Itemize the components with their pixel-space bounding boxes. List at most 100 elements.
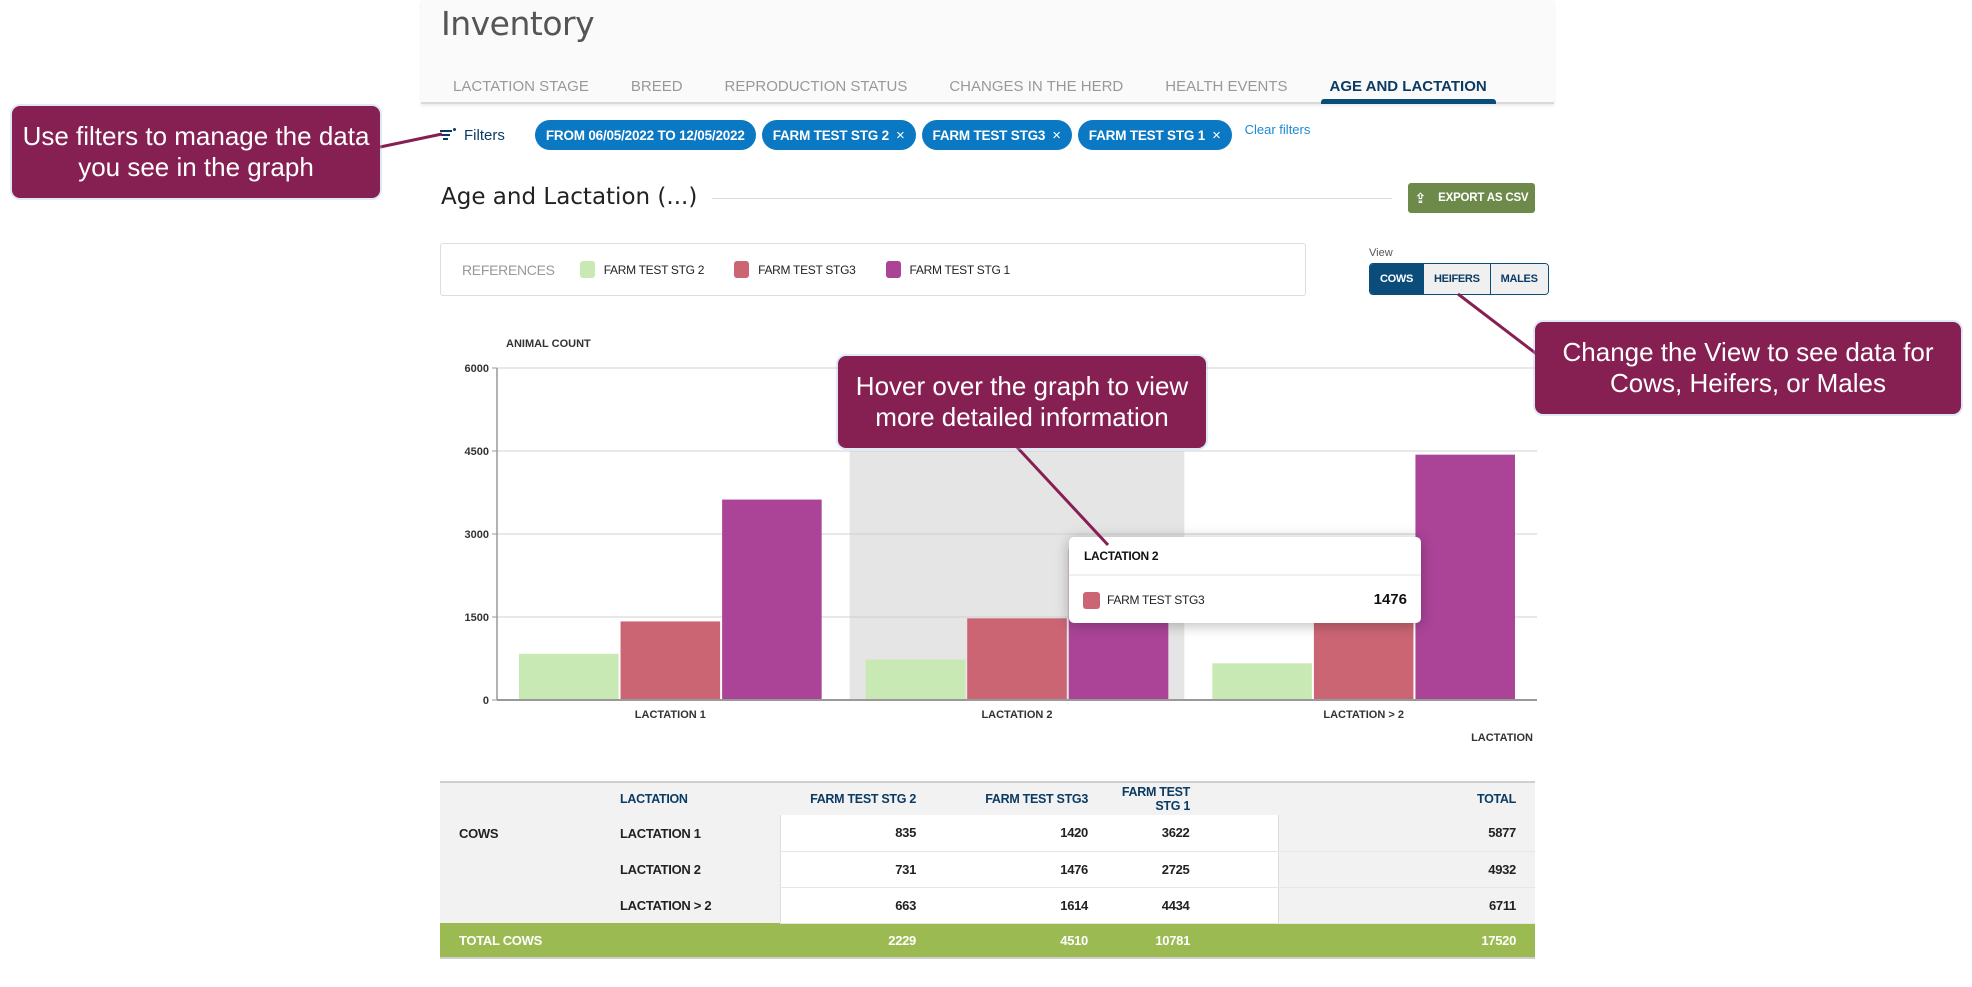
table-cell-lactation: LACTATION > 2	[620, 887, 780, 923]
table-group-label: COWS	[440, 815, 620, 923]
table-cell-total: 4932	[1277, 851, 1535, 888]
filters-button[interactable]: Filters	[440, 127, 505, 144]
legend-item[interactable]: FARM TEST STG3	[734, 261, 856, 278]
y-axis-title: ANIMAL COUNT	[506, 338, 591, 350]
y-tick-label: 4500	[465, 446, 489, 458]
tab-reproduction-status[interactable]: REPRODUCTION STATUS	[724, 78, 908, 95]
table-header	[440, 781, 620, 815]
annotation-view: Change the View to see data for Cows, He…	[1535, 322, 1961, 414]
filter-chip-label: FARM TEST STG3	[932, 127, 1046, 143]
filter-chip-label: FARM TEST STG 1	[1088, 127, 1206, 143]
tab-breed[interactable]: BREED	[630, 78, 683, 95]
table-total-stg2: 2229	[780, 923, 936, 959]
filter-chip-date-range[interactable]: FROM 06/05/2022 TO 12/05/2022	[534, 120, 756, 150]
table-header-lactation: LACTATION	[620, 781, 780, 815]
tooltip-swatch	[1083, 592, 1100, 609]
legend-swatch	[734, 261, 750, 278]
table-cell-total: 5877	[1277, 815, 1535, 852]
view-males-button[interactable]: MALES	[1489, 264, 1548, 294]
table-cell-stg1: 3622	[1108, 815, 1278, 852]
bar[interactable]	[1415, 454, 1515, 700]
legend: REFERENCES FARM TEST STG 2 FARM TEST STG…	[440, 243, 1306, 296]
table-cell-total: 6711	[1277, 887, 1535, 924]
bar[interactable]	[1212, 663, 1312, 700]
page-title: Inventory	[441, 4, 595, 43]
tooltip-title: LACTATION 2	[1084, 549, 1159, 563]
legend-swatch	[885, 261, 901, 278]
table-cell-stg3: 1420	[936, 815, 1108, 852]
table-total-stg1: 10781	[1108, 923, 1278, 959]
table-row: COWS LACTATION 1 835 1420 3622 5877	[440, 815, 1535, 923]
legend-title: REFERENCES	[462, 261, 555, 278]
legend-item[interactable]: FARM TEST STG 1	[885, 261, 1011, 278]
table-total-stg3: 4510	[936, 923, 1108, 959]
tab-bar: LACTATION STAGE BREED REPRODUCTION STATU…	[432, 70, 1508, 104]
filter-icon	[440, 128, 456, 142]
section-divider	[712, 198, 1392, 199]
table-total-total: 17520	[1278, 923, 1535, 959]
filter-chip-label: FROM 06/05/2022 TO 12/05/2022	[545, 127, 745, 143]
x-tick-label: LACTATION > 2	[1323, 709, 1404, 721]
header-panel	[421, 0, 1554, 104]
tab-health-events[interactable]: HEALTH EVENTS	[1165, 78, 1288, 95]
filters-row: Filters FROM 06/05/2022 TO 12/05/2022 FA…	[440, 120, 1310, 150]
bar[interactable]	[519, 653, 619, 700]
table-cell-stg2: 663	[779, 887, 936, 924]
y-tick-label: 6000	[465, 363, 489, 375]
table-header-row: LACTATION FARM TEST STG 2 FARM TEST STG3…	[440, 781, 1535, 815]
tab-changes-in-the-herd[interactable]: CHANGES IN THE HERD	[949, 78, 1124, 95]
table-header-stg2: FARM TEST STG 2	[780, 781, 936, 815]
export-csv-button[interactable]: ⇪ EXPORT AS CSV	[1408, 183, 1535, 213]
close-icon[interactable]: ×	[895, 126, 905, 144]
bar[interactable]	[865, 659, 966, 700]
upload-icon: ⇪	[1414, 189, 1427, 206]
y-tick-label: 3000	[465, 529, 489, 541]
bar[interactable]	[722, 499, 822, 700]
x-tick-label: LACTATION 2	[981, 709, 1052, 721]
table-row: LACTATION 2 731 1476 2725 4932	[440, 851, 1535, 888]
y-tick-label: 0	[483, 695, 489, 707]
bar[interactable]	[1313, 610, 1414, 700]
table-header-stg1: FARM TEST STG 1	[1108, 781, 1278, 815]
annotation-hover: Hover over the graph to view more detail…	[838, 356, 1206, 448]
legend-label: FARM TEST STG 1	[909, 262, 1011, 277]
table-header-total: TOTAL	[1278, 781, 1535, 815]
filter-chip-farm-stg1[interactable]: FARM TEST STG 1 ×	[1077, 120, 1232, 150]
filters-label: Filters	[464, 126, 505, 144]
tooltip-divider	[1069, 574, 1421, 576]
view-cows-button[interactable]: COWS	[1370, 264, 1424, 294]
clear-filters-link[interactable]: Clear filters	[1244, 121, 1311, 137]
x-tick-label: LACTATION 1	[635, 709, 706, 721]
view-label: View	[1369, 247, 1393, 259]
filter-chip-farm-stg2[interactable]: FARM TEST STG 2 ×	[761, 120, 916, 150]
chart-tooltip: LACTATION 2 FARM TEST STG3 1476	[1069, 537, 1421, 623]
x-axis-title: LACTATION	[1471, 732, 1533, 744]
section-title: Age and Lactation (...)	[441, 184, 698, 210]
table-cell-stg1: 4434	[1108, 887, 1278, 924]
legend-label: FARM TEST STG3	[758, 262, 856, 277]
table-total-label: TOTAL COWS	[440, 923, 780, 959]
filter-chip-farm-stg3[interactable]: FARM TEST STG3 ×	[921, 120, 1072, 150]
legend-label: FARM TEST STG 2	[603, 262, 705, 277]
table-total-row: TOTAL COWS 2229 4510 10781 17520	[440, 923, 1535, 959]
bar[interactable]	[967, 618, 1067, 700]
export-csv-label: EXPORT AS CSV	[1438, 192, 1529, 204]
tab-age-and-lactation[interactable]: AGE AND LACTATION	[1309, 70, 1508, 104]
view-heifers-button[interactable]: HEIFERS	[1423, 264, 1490, 294]
tab-lactation-stage[interactable]: LACTATION STAGE	[453, 78, 589, 95]
close-icon[interactable]: ×	[1212, 126, 1221, 144]
legend-item[interactable]: FARM TEST STG 2	[579, 261, 705, 278]
legend-swatch	[579, 261, 595, 278]
table-cell-stg3: 1614	[936, 887, 1108, 924]
bar[interactable]	[620, 621, 721, 700]
table-cell-stg1: 2725	[1108, 851, 1278, 888]
table-cell-stg3: 1476	[936, 851, 1108, 888]
filter-chip-label: FARM TEST STG 2	[772, 127, 889, 143]
table-header-stg3: FARM TEST STG3	[936, 781, 1108, 815]
tooltip-series: FARM TEST STG3	[1107, 593, 1205, 607]
y-tick-label: 1500	[465, 612, 489, 624]
close-icon[interactable]: ×	[1052, 126, 1061, 144]
table-row: LACTATION > 2 663 1614 4434 6711	[440, 887, 1535, 924]
table-cell-lactation: LACTATION 1	[620, 815, 780, 851]
table-cell-stg2: 731	[779, 851, 936, 888]
